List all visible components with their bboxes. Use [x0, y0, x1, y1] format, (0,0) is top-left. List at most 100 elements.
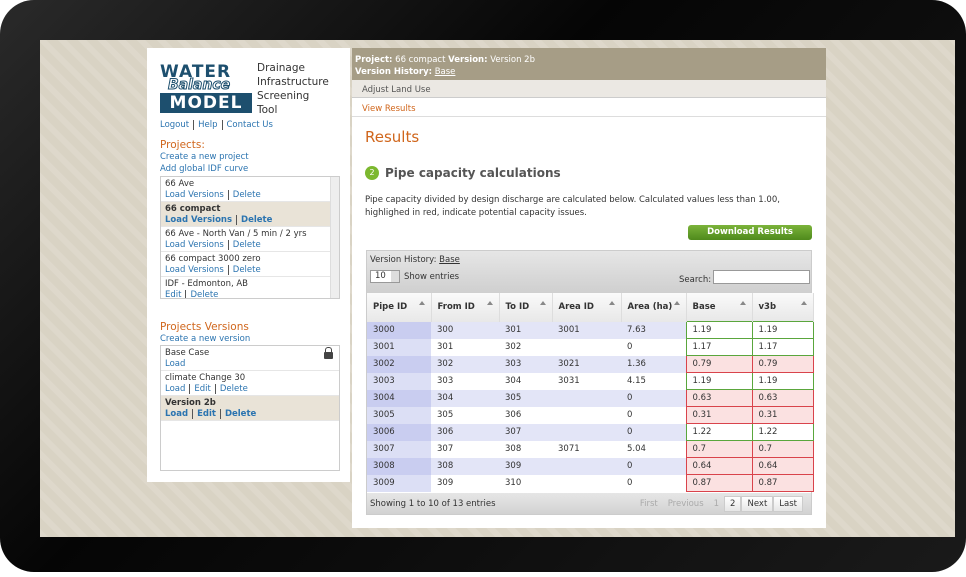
download-button[interactable]: Download Results [688, 225, 812, 240]
action-link[interactable]: Edit [193, 409, 221, 419]
column-header[interactable]: Pipe ID [367, 293, 432, 322]
versions-heading: Projects Versions [160, 321, 249, 333]
page-button[interactable]: First [639, 499, 658, 509]
list-item: Version 2b Load Edit Delete [161, 396, 339, 421]
cell: 3005 [367, 406, 431, 424]
scrollbar[interactable] [330, 177, 339, 298]
column-header[interactable]: Base [686, 293, 753, 322]
main-panel: Project: 66 compact Version: Version 2b … [352, 48, 826, 528]
cell: 0 [627, 461, 633, 471]
tagline-line: Screening [257, 90, 310, 102]
action-link[interactable]: Load Versions [165, 190, 229, 200]
action-link[interactable]: Load [165, 409, 194, 419]
column-title: Area (ha) [627, 302, 673, 313]
action-link[interactable]: Delete [219, 384, 248, 394]
action-link[interactable]: Delete [241, 215, 273, 225]
length-select[interactable]: 10 [370, 270, 400, 283]
page-button[interactable]: 2 [724, 496, 742, 512]
item-name[interactable]: IDF - Edmonton, AB [165, 279, 249, 289]
tab[interactable]: View Results [352, 99, 826, 117]
table-row: 3009 309 310 0 0.87 0.87 [367, 474, 814, 492]
cell: 310 [505, 478, 522, 488]
user-link[interactable]: Help [194, 120, 223, 130]
action-link[interactable]: Load Versions [165, 240, 229, 250]
action-link[interactable]: Load Versions [165, 265, 229, 275]
link[interactable]: Create a new version [160, 334, 251, 344]
cell: 0.63 [685, 389, 753, 407]
list-item: 66 compact 3000 zero Load Versions Delete [161, 252, 339, 277]
column-header[interactable]: To ID [499, 293, 553, 322]
logo-line: WATER [160, 62, 232, 82]
cell: 303 [505, 359, 522, 369]
cell: 3006 [367, 423, 431, 441]
cell: 1.17 [685, 338, 753, 356]
cell: 1.36 [627, 359, 646, 369]
results-table: Pipe ID From ID To ID Area ID Area (ha) Base v… [367, 293, 814, 492]
column-header[interactable]: v3b [752, 293, 814, 322]
cell: 3000 [367, 321, 431, 339]
item-name[interactable]: 66 compact [165, 204, 221, 214]
action-link[interactable]: Delete [232, 265, 261, 275]
action-link[interactable]: Load [165, 384, 191, 394]
action-link[interactable]: Delete [232, 240, 261, 250]
cell: 0 [627, 393, 633, 403]
action-link[interactable]: Load [165, 359, 186, 369]
search-input[interactable] [713, 270, 810, 284]
cell: 307 [437, 444, 454, 454]
page-button[interactable]: 1 [713, 499, 720, 509]
cell: 0.31 [685, 406, 753, 424]
link[interactable]: Add global IDF curve [160, 164, 249, 174]
column-title: Base [692, 302, 716, 312]
item-actions: Load [165, 359, 335, 370]
cell: 0.79 [751, 355, 814, 373]
cell: 0.63 [751, 389, 814, 407]
page-button[interactable]: Previous [667, 499, 704, 509]
user-link[interactable]: Contact Us [226, 120, 273, 130]
logo: WATER Balance MODEL [160, 62, 252, 114]
column-header[interactable]: Area ID [552, 293, 622, 322]
link[interactable]: Base [439, 255, 460, 265]
tab[interactable]: Adjust Land Use [352, 80, 826, 98]
column-title: From ID [437, 302, 475, 313]
link[interactable]: Create a new project [160, 152, 249, 162]
cell: 4.15 [627, 376, 646, 386]
label: Version: [448, 55, 488, 65]
cell: 3009 [367, 474, 431, 492]
sort-icon [608, 301, 615, 305]
action-link[interactable]: Delete [190, 290, 219, 299]
item-name[interactable]: 66 compact 3000 zero [165, 254, 261, 264]
action-link[interactable]: Delete [232, 190, 261, 200]
list-item: 66 Ave Load Versions Delete [161, 177, 339, 202]
action-link[interactable]: Edit [165, 290, 187, 298]
item-name[interactable]: 66 Ave [165, 179, 195, 189]
cell: 301 [505, 325, 522, 335]
item-name[interactable]: 66 Ave - North Van / 5 min / 2 yrs [165, 229, 307, 239]
link[interactable]: Base [434, 67, 456, 77]
item-name[interactable]: Version 2b [165, 398, 216, 408]
item-name[interactable]: Base Case [165, 348, 210, 358]
tagline-line: Infrastructure [257, 76, 329, 88]
cell: 309 [505, 461, 522, 471]
column-header[interactable]: From ID [431, 293, 500, 322]
sort-icon [673, 301, 680, 305]
table-row: 3005 305 306 0 0.31 0.31 [367, 406, 814, 424]
action-link[interactable]: Delete [224, 409, 257, 419]
label: Project: [355, 55, 393, 65]
project-list: 66 Ave Load Versions Delete 66 compact Load … [160, 176, 340, 299]
column-title: v3b [758, 302, 777, 312]
user-link[interactable]: Logout [160, 120, 195, 130]
project-header: Project: 66 compact Version: Version 2b … [352, 48, 826, 80]
table-row: 3001 301 302 0 1.17 1.17 [367, 338, 814, 356]
action-link[interactable]: Edit [190, 384, 216, 394]
user-links: Logout Help Contact Us [160, 120, 277, 130]
item-name[interactable]: climate Change 30 [165, 373, 246, 383]
select-value: 10 [375, 271, 386, 281]
page-button[interactable]: Next [741, 496, 774, 512]
cell: 0.79 [685, 355, 753, 373]
page-button[interactable]: Last [773, 496, 803, 512]
action-link[interactable]: Load Versions [165, 215, 238, 225]
cell: 1.19 [751, 321, 814, 339]
cell: 303 [437, 376, 454, 386]
column-header[interactable]: Area (ha) [621, 293, 687, 322]
cell: 1.19 [685, 372, 753, 390]
